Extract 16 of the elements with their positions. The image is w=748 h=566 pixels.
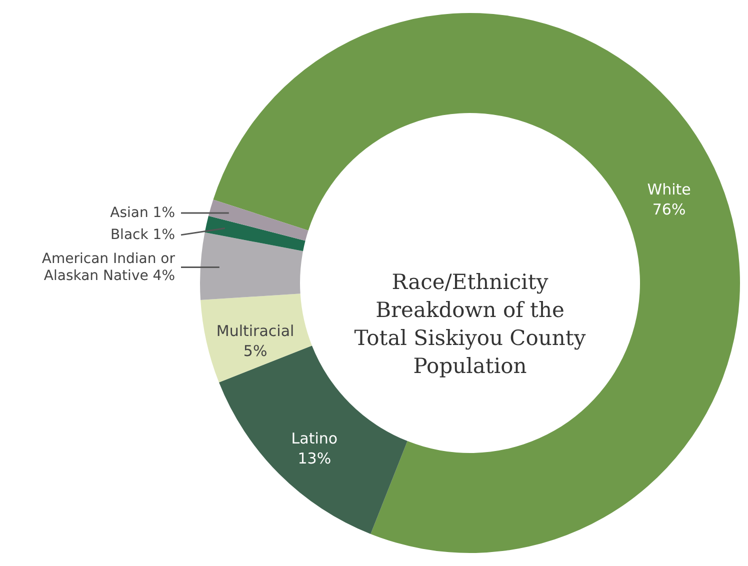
donut-slice [208,200,308,241]
data-label: 5% [243,342,268,360]
donut-slice [218,346,408,534]
slice-label: White [647,180,691,198]
donut-slice [204,216,306,252]
donut-slice [200,294,312,382]
slice-label: Black 1% [110,226,175,243]
slice-label: American Indian or Alaskan Native 4% [42,251,176,284]
slice-label: Multiracial [216,322,294,340]
data-label: 76% [652,200,686,218]
text: Race/Ethnicity Breakdown of the Total Siskiyou County Population [354,270,586,378]
donut-slice [200,232,304,300]
data-label: 13% [298,450,332,468]
slice-label: Latino [291,430,338,448]
donut-slice [213,13,740,553]
slice-label: Asian 1% [110,204,175,221]
